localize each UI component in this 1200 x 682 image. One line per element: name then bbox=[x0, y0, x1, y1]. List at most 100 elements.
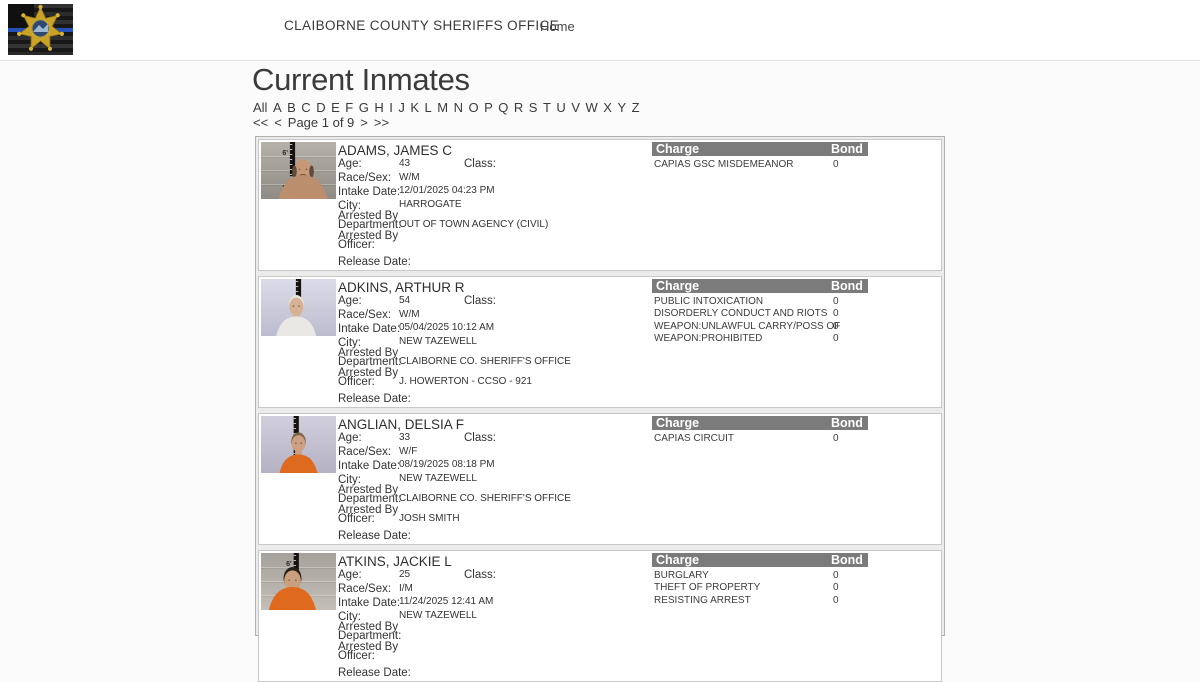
alphabet-filter-q[interactable]: Q bbox=[498, 100, 509, 115]
age-label: Age: bbox=[338, 569, 362, 582]
inmate-record-card: 6'5' ATKINS, JACKIE L Age: 25 Class: Rac… bbox=[258, 550, 942, 682]
charge-rows: PUBLIC INTOXICATION 0 DISORDERLY CONDUCT A… bbox=[652, 295, 868, 345]
pagination-status: Page 1 of 9 bbox=[287, 115, 355, 130]
alphabet-filter-r[interactable]: R bbox=[513, 100, 524, 115]
age-label: Age: bbox=[338, 158, 362, 171]
alphabet-filter-u[interactable]: U bbox=[556, 100, 566, 115]
inmate-name: ADKINS, ARTHUR R bbox=[338, 280, 465, 295]
charge-row: DISORDERLY CONDUCT AND RIOTS 0 bbox=[652, 307, 868, 320]
age-label: Age: bbox=[338, 295, 362, 308]
city-value: NEW TAZEWELL bbox=[399, 336, 477, 348]
charge-rows: BURGLARY 0 THEFT OF PROPERTY 0 RESISTING ARR… bbox=[652, 569, 868, 607]
alphabet-filter-z[interactable]: Z bbox=[631, 100, 640, 115]
svg-text:6': 6' bbox=[286, 561, 292, 568]
alphabet-filter-h[interactable]: H bbox=[374, 100, 384, 115]
charge-text: WEAPON:UNLAWFUL CARRY/POSS OF bbox=[654, 320, 841, 332]
alphabet-filter-j[interactable]: J bbox=[398, 100, 405, 115]
charge-text: DISORDERLY CONDUCT AND RIOTS bbox=[654, 308, 828, 320]
race-sex-label: Race/Sex: bbox=[338, 583, 392, 596]
bond-value: 0 bbox=[833, 432, 839, 444]
bond-value: 0 bbox=[833, 569, 839, 581]
bond-value: 0 bbox=[833, 594, 839, 606]
alphabet-filter-t[interactable]: T bbox=[542, 100, 551, 115]
release-date-label: Release Date: bbox=[338, 666, 411, 679]
intake-date-label: Intake Date: bbox=[338, 185, 401, 198]
alphabet-filter-w[interactable]: W bbox=[585, 100, 598, 115]
inmate-name: ATKINS, JACKIE L bbox=[338, 554, 452, 569]
inmate-record-card: ANGLIAN, DELSIA F Age: 33 Class: Race/Se… bbox=[258, 413, 942, 545]
alphabet-filter-m[interactable]: M bbox=[437, 100, 449, 115]
arrested-by-department-label: Arrested By Department: bbox=[338, 209, 402, 232]
charge-column-header: Charge bbox=[656, 142, 700, 156]
city-label: City: bbox=[338, 473, 361, 486]
class-label: Class: bbox=[464, 158, 496, 171]
site-title: CLAIBORNE COUNTY SHERIFFS OFFICE bbox=[284, 18, 560, 33]
arrested-by-department-label: Arrested By Department: bbox=[338, 346, 402, 369]
bond-value: 0 bbox=[833, 582, 839, 594]
pagination-first-button[interactable]: << bbox=[253, 115, 269, 130]
inmate-name: ADAMS, JAMES C bbox=[338, 143, 453, 158]
inmate-record-card: 6'5' ADAMS, JAMES C Age: 43 Class: Race/… bbox=[258, 139, 942, 271]
mugshot-photo bbox=[261, 279, 336, 336]
arrested-by-officer-label: Arrested By Officer: bbox=[338, 640, 399, 663]
alphabet-filter-bar: All A B C D E F G H I J K L M N O P Q R S T U V W X Y Z bbox=[253, 100, 640, 115]
alphabet-filter-l[interactable]: L bbox=[424, 100, 432, 115]
race-sex-value: W/F bbox=[399, 445, 418, 457]
alphabet-filter-all[interactable]: All bbox=[253, 100, 268, 115]
arrested-by-officer-label: Arrested By Officer: bbox=[338, 503, 399, 526]
charge-column-header: Charge bbox=[656, 416, 700, 430]
alphabet-filter-d[interactable]: D bbox=[316, 100, 326, 115]
alphabet-filter-k[interactable]: K bbox=[410, 100, 420, 115]
class-label: Class: bbox=[464, 432, 496, 445]
mugshot-photo: 6'5' bbox=[261, 553, 336, 610]
alphabet-filter-f[interactable]: F bbox=[345, 100, 354, 115]
alphabet-filter-e[interactable]: E bbox=[331, 100, 340, 115]
alphabet-filter-g[interactable]: G bbox=[358, 100, 369, 115]
nav-home-link[interactable]: Home bbox=[540, 19, 575, 34]
age-value: 43 bbox=[399, 157, 411, 169]
alphabet-filter-b[interactable]: B bbox=[287, 100, 296, 115]
race-sex-value: W/M bbox=[399, 171, 420, 183]
charge-row: THEFT OF PROPERTY 0 bbox=[652, 581, 868, 594]
charge-row: WEAPON:UNLAWFUL CARRY/POSS OF 0 bbox=[652, 320, 868, 333]
charge-row: RESISTING ARREST 0 bbox=[652, 594, 868, 607]
arrested-by-department-value: OUT OF TOWN AGENCY (CIVIL) bbox=[399, 218, 549, 230]
charge-column-header: Charge bbox=[656, 279, 700, 293]
alphabet-filter-v[interactable]: V bbox=[571, 100, 580, 115]
alphabet-filter-i[interactable]: I bbox=[389, 100, 393, 115]
pagination: << < Page 1 of 9 > >> bbox=[253, 115, 389, 130]
bond-value: 0 bbox=[833, 308, 839, 320]
alphabet-filter-y[interactable]: Y bbox=[617, 100, 627, 115]
charge-text: BURGLARY bbox=[654, 569, 709, 581]
age-label: Age: bbox=[338, 432, 362, 445]
alphabet-filter-a[interactable]: A bbox=[272, 100, 282, 115]
pagination-next-button[interactable]: > bbox=[360, 115, 368, 130]
bond-value: 0 bbox=[833, 158, 839, 170]
alphabet-filter-x[interactable]: X bbox=[603, 100, 612, 115]
intake-date-label: Intake Date: bbox=[338, 322, 401, 335]
charge-column-header: Charge bbox=[656, 553, 700, 567]
arrested-by-department-label: Arrested By Department: bbox=[338, 483, 402, 506]
sheriff-badge-logo bbox=[8, 4, 73, 55]
age-value: 33 bbox=[399, 431, 411, 443]
city-value: NEW TAZEWELL bbox=[399, 610, 477, 622]
alphabet-filter-o[interactable]: O bbox=[468, 100, 479, 115]
alphabet-filter-n[interactable]: N bbox=[453, 100, 463, 115]
city-value: NEW TAZEWELL bbox=[399, 473, 477, 485]
alphabet-filter-s[interactable]: S bbox=[528, 100, 538, 115]
race-sex-label: Race/Sex: bbox=[338, 446, 392, 459]
bond-column-header: Bond bbox=[831, 416, 863, 430]
race-sex-label: Race/Sex: bbox=[338, 172, 392, 185]
charge-text: PUBLIC INTOXICATION bbox=[654, 295, 764, 307]
alphabet-filter-p[interactable]: P bbox=[484, 100, 493, 115]
intake-date-value: 08/19/2025 08:18 PM bbox=[399, 459, 495, 471]
arrested-by-department-label: Arrested By Department: bbox=[338, 620, 402, 643]
charges-table-header: Charge Bond bbox=[652, 142, 868, 156]
charge-rows: CAPIAS GSC MISDEMEANOR 0 bbox=[652, 158, 868, 171]
alphabet-filter-c[interactable]: C bbox=[301, 100, 311, 115]
charge-text: RESISTING ARREST bbox=[654, 594, 751, 606]
pagination-last-button[interactable]: >> bbox=[373, 115, 390, 130]
pagination-prev-button[interactable]: < bbox=[274, 115, 282, 130]
charges-table-header: Charge Bond bbox=[652, 553, 868, 567]
mugshot-photo bbox=[261, 416, 336, 473]
